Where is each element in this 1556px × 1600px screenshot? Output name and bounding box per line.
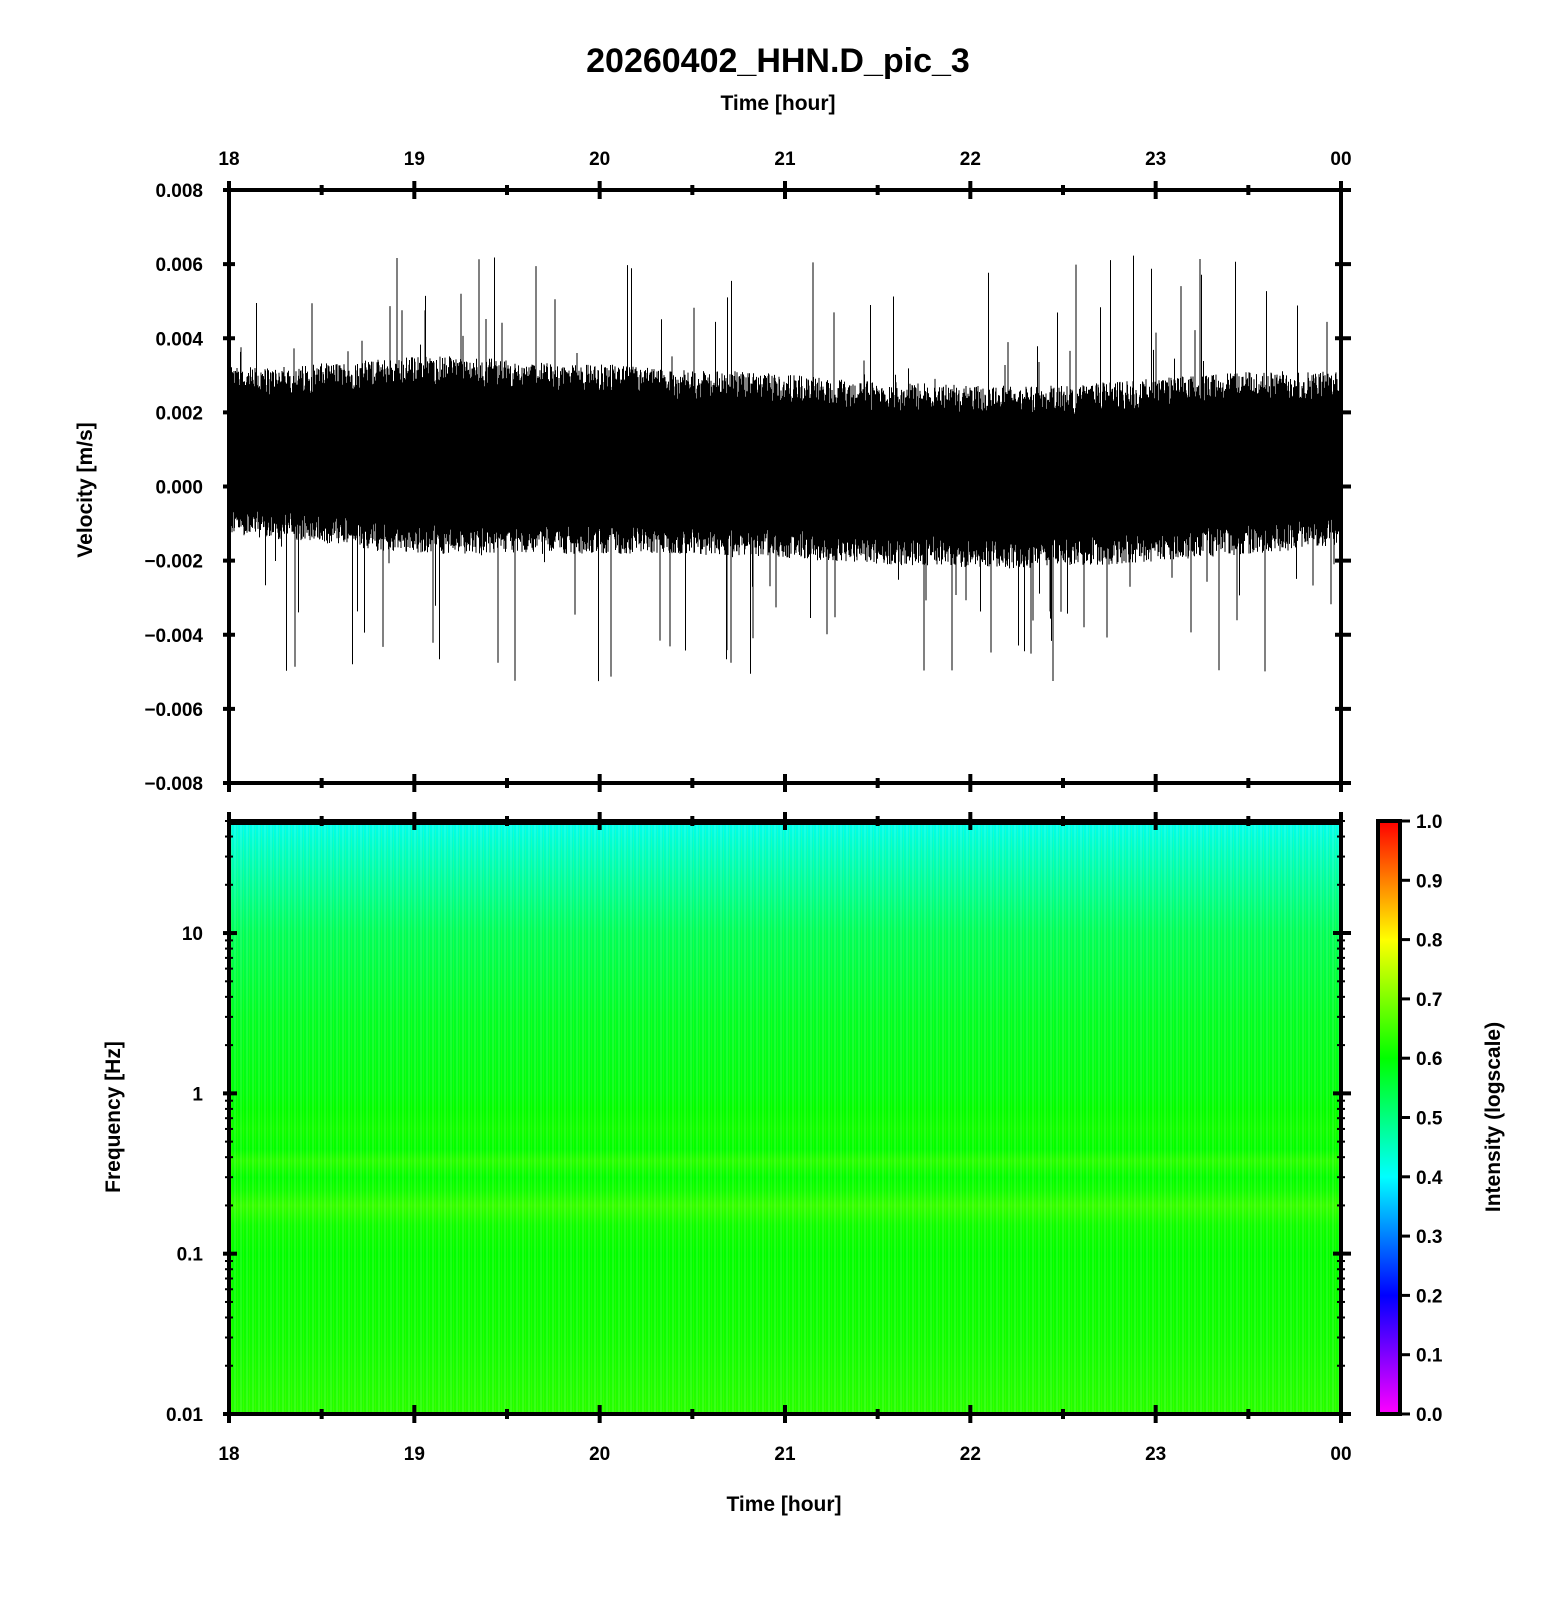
waveform-trace [230,255,1340,682]
spectrogram-panel: 18 19 20 21 22 23 00 10 1 0.1 0.01 Frequency [Hz]… [102,812,1352,1516]
y-tick-label: 0.006 [155,255,203,276]
x-tick-label: 19 [404,149,425,170]
colorbar-ticks: 1.0 0.9 0.8 0.7 0.6 0.5 0.4 0.3 0.2 0.1 0.0 [1398,812,1443,1426]
y-tick-label: 0.002 [155,403,203,424]
y-tick-label: −0.006 [144,700,203,721]
y-tick-label: 0.01 [166,1405,203,1426]
y-tick-label: 10 [182,924,203,945]
spectrogram-texture [229,821,1341,1414]
colorbar-tick-label: 1.0 [1416,812,1442,833]
colorbar-tick-label: 0.5 [1416,1109,1443,1130]
colorbar-tick-label: 0.2 [1416,1286,1442,1307]
colorbar-tick-label: 0.6 [1416,1049,1442,1070]
x-tick-label: 20 [589,1444,610,1465]
x-tick-label: 23 [1145,149,1166,170]
x-tick-label: 21 [774,1444,796,1465]
x-tick-label: 00 [1330,1444,1351,1465]
y-tick-label: 1 [192,1084,203,1105]
bottom-x-axis-label: Time [hour] [726,1493,841,1516]
colorbar: 1.0 0.9 0.8 0.7 0.6 0.5 0.4 0.3 0.2 0.1 0.0 Intens… [1376,812,1505,1426]
y-tick-label: −0.008 [144,774,203,795]
waveform-panel: 18 19 20 21 22 23 00 0.008 0.006 0.004 0.002 0.000… [74,149,1352,795]
waveform-y-ticks: 0.008 0.006 0.004 0.002 0.000 −0.002 −0.004 −0.… [144,181,1351,795]
colorbar-tick-label: 0.1 [1416,1346,1443,1367]
y-tick-label: −0.004 [144,626,203,647]
spectrogram-y-axis-label: Frequency [Hz] [102,1041,125,1193]
top-x-axis-label: Time [hour] [720,92,835,115]
x-tick-label: 22 [960,1444,981,1465]
colorbar-tick-label: 0.0 [1416,1405,1442,1426]
colorbar-tick-label: 0.7 [1416,990,1442,1011]
y-tick-label: 0.000 [155,478,203,499]
y-tick-label: 0.1 [177,1245,204,1266]
colorbar-gradient [1376,819,1402,1416]
colorbar-label: Intensity (logscale) [1482,1022,1505,1212]
x-tick-label: 18 [218,1444,239,1465]
x-tick-label: 22 [960,149,981,170]
colorbar-tick-label: 0.8 [1416,931,1442,952]
spectrogram-x-ticks: 18 19 20 21 22 23 00 [218,812,1352,1465]
waveform-x-ticks: 18 19 20 21 22 23 00 [218,149,1352,792]
colorbar-tick-label: 0.9 [1416,871,1442,892]
waveform-path [230,255,1340,682]
x-tick-label: 20 [589,149,610,170]
x-tick-label: 18 [218,149,239,170]
x-tick-label: 23 [1145,1444,1166,1465]
chart-title: 20260402_HHN.D_pic_3 [586,42,970,80]
colorbar-tick-label: 0.3 [1416,1227,1442,1248]
waveform-y-axis-label: Velocity [m/s] [74,422,97,557]
y-tick-label: 0.008 [155,181,203,202]
y-tick-label: −0.002 [144,552,203,573]
x-tick-label: 21 [774,149,796,170]
x-tick-label: 00 [1330,149,1351,170]
colorbar-tick-label: 0.4 [1416,1168,1443,1189]
y-tick-label: 0.004 [155,329,203,350]
spectrogram-y-ticks: 10 1 0.1 0.01 [166,820,1351,1426]
x-tick-label: 19 [404,1444,425,1465]
